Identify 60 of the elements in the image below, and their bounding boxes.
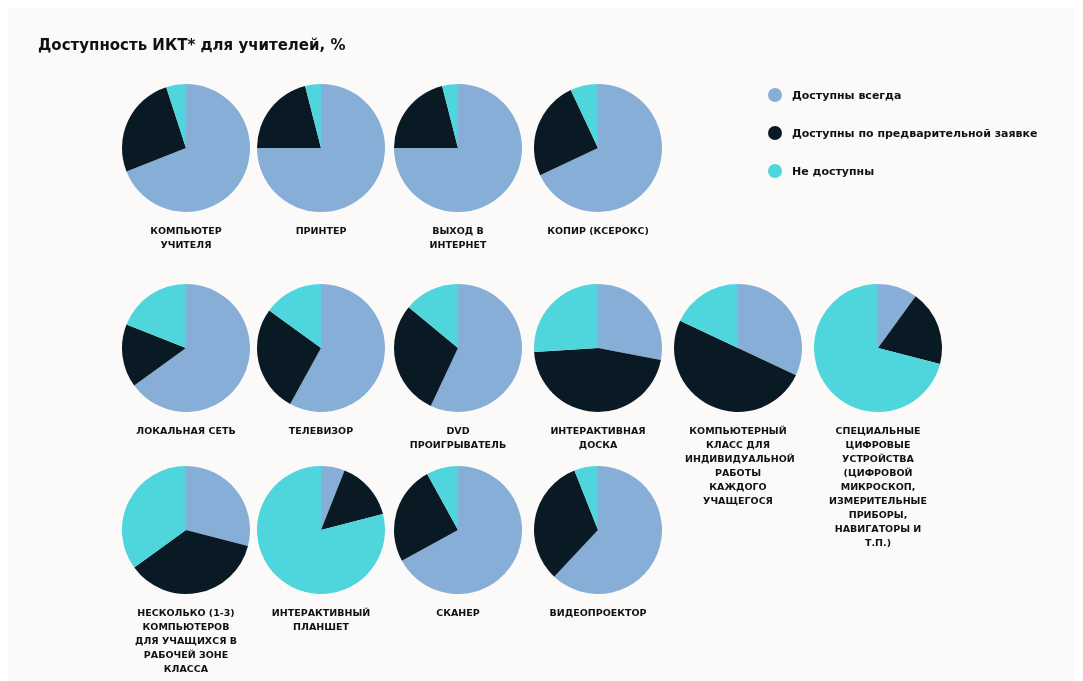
pie-slice bbox=[554, 466, 662, 594]
pie-slice bbox=[442, 84, 458, 148]
pie-slice bbox=[122, 87, 186, 172]
pie-slice bbox=[534, 90, 598, 176]
pie-slice bbox=[534, 470, 598, 577]
legend-label: Доступны всегда bbox=[792, 88, 902, 102]
pie-slice bbox=[394, 473, 458, 561]
pie-slice bbox=[814, 284, 940, 412]
text: СКАНЕР bbox=[435, 606, 481, 620]
pie-slice bbox=[257, 310, 321, 405]
pie-slice bbox=[680, 284, 738, 348]
legend-label: Не доступны bbox=[792, 164, 875, 178]
text: ИНТЕРАКТИВНЫЙ ПЛАНШЕТ bbox=[270, 606, 372, 634]
pie-slice bbox=[394, 86, 458, 148]
pie-slice bbox=[134, 284, 250, 412]
text: ЛОКАЛЬНАЯ СЕТЬ bbox=[135, 424, 237, 438]
pie-slice bbox=[674, 320, 796, 412]
pie-slice bbox=[257, 84, 385, 212]
chart-title: Доступность ИКТ* для учителей, % bbox=[38, 36, 346, 54]
text: КОМПЬЮТЕРНЫЙ КЛАСС ДЛЯ ИНДИВИДУАЛЬНОЙ РАБОТЫ КАЖДОГО УЧАЩЕГОСЯ bbox=[684, 424, 796, 508]
pie-slice bbox=[878, 296, 942, 364]
pie-slice bbox=[122, 324, 186, 386]
pie-slice bbox=[126, 84, 250, 212]
text: DVD ПРОИГРЫВАТЕЛЬ bbox=[408, 424, 508, 452]
pie-slice bbox=[257, 466, 385, 594]
text: КОМПЬЮТЕР УЧИТЕЛЯ bbox=[149, 224, 223, 252]
pie-slice bbox=[321, 470, 383, 530]
text: СПЕЦИАЛЬНЫЕ ЦИФРОВЫЕ УСТРОЙСТВА (ЦИФРОВОЙ МИКРОСКОП, ИЗМЕРИТЕЛЬНЫЕ ПРИБОРЫ, НАВИГАТОРЫ И Т.П.) bbox=[829, 425, 927, 548]
pie-slice bbox=[394, 307, 458, 406]
pie-slice bbox=[430, 284, 522, 412]
pie-slice bbox=[738, 284, 802, 376]
pie-slice bbox=[290, 284, 385, 412]
pie-slice bbox=[408, 284, 458, 348]
pie-slice bbox=[321, 466, 345, 530]
pie-slice bbox=[305, 84, 321, 148]
pie-slice bbox=[269, 284, 321, 348]
text: ВЫХОД В ИНТЕРНЕТ bbox=[428, 224, 488, 252]
pie-slice bbox=[257, 86, 321, 148]
pie-slice bbox=[166, 84, 186, 148]
pie-slice bbox=[570, 84, 598, 148]
text: ВИДЕОПРОЕКТОР bbox=[548, 606, 648, 620]
pie-slice bbox=[134, 530, 248, 594]
text: ТЕЛЕВИЗОР bbox=[287, 424, 355, 438]
text: НЕСКОЛЬКО (1-3) КОМПЬЮТЕРОВ ДЛЯ УЧАЩИХСЯ В РАБОЧЕЙ ЗОНЕ КЛАССА bbox=[133, 606, 238, 676]
pie-slice bbox=[574, 466, 598, 530]
pie-slice bbox=[126, 284, 186, 348]
pie-slice bbox=[534, 348, 661, 412]
pie-slice bbox=[394, 84, 522, 212]
pie-slice bbox=[401, 466, 522, 594]
text: ПРИНТЕР bbox=[294, 224, 348, 238]
pie-slice bbox=[598, 284, 662, 360]
pie-slice bbox=[878, 284, 916, 348]
text: КОПИР (КСЕРОКС) bbox=[546, 224, 650, 238]
legend-label: Доступны по предварительной заявке bbox=[792, 126, 1038, 140]
pie-slice bbox=[186, 466, 250, 546]
pie-slice bbox=[534, 284, 598, 353]
pie-slice bbox=[122, 466, 186, 568]
pie-slice bbox=[540, 84, 662, 212]
text: ИНТЕРАКТИВНАЯ ДОСКА bbox=[549, 424, 647, 452]
pie-slice bbox=[427, 466, 458, 530]
